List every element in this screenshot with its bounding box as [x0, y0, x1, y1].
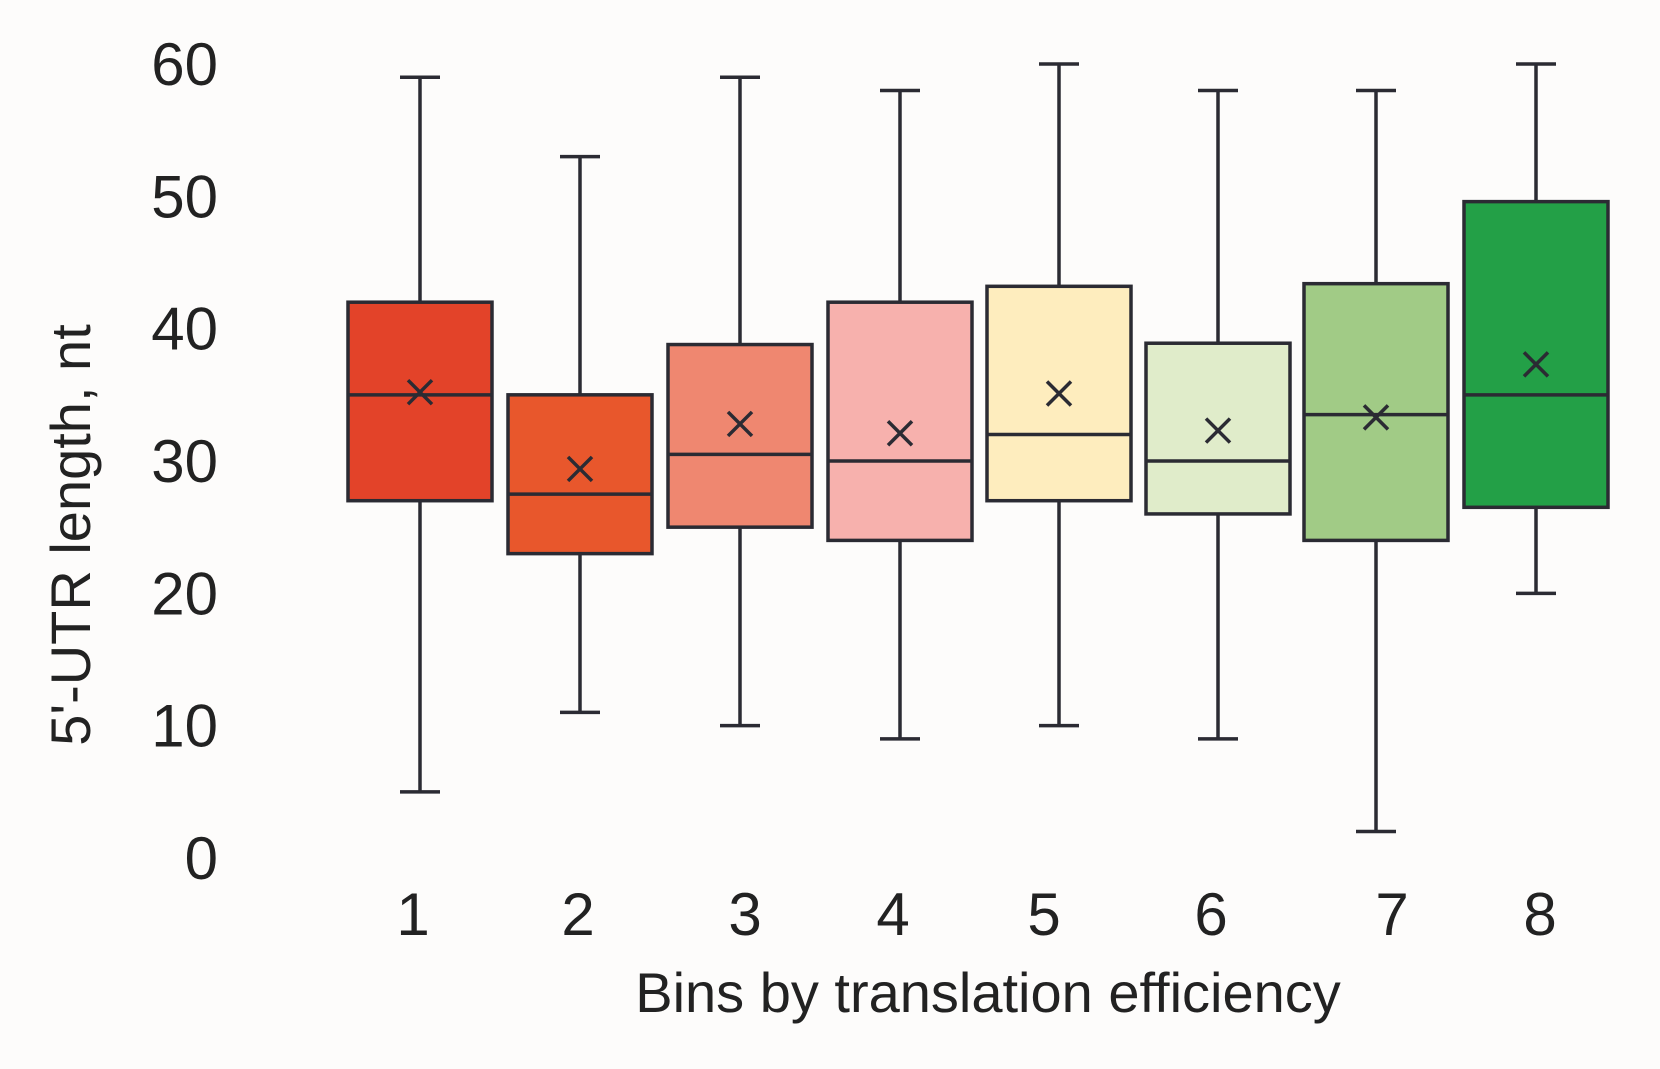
x-tick-label: 2	[561, 881, 594, 948]
box-group	[346, 75, 494, 794]
box-group	[666, 75, 814, 728]
y-tick-label: 60	[151, 31, 218, 98]
y-axis-label: 5'-UTR length, nt	[39, 324, 102, 746]
x-axis-label: Bins by translation efficiency	[635, 961, 1341, 1024]
y-axis-ticks: 0 10 20 30 40 50 60	[151, 31, 218, 892]
box-group	[985, 62, 1133, 728]
mean-marker	[1204, 417, 1232, 444]
x-tick-label: 5	[1027, 881, 1060, 948]
x-tick-label: 7	[1375, 881, 1408, 948]
box-group	[1144, 88, 1292, 741]
x-tick-label: 6	[1194, 881, 1227, 948]
x-tick-label: 1	[396, 881, 429, 948]
mean-marker	[1045, 380, 1073, 407]
y-tick-label: 40	[151, 296, 218, 363]
box-group	[506, 154, 654, 715]
mean-marker	[1522, 351, 1550, 378]
box-group	[1302, 88, 1450, 834]
mean-marker	[1362, 404, 1390, 431]
x-tick-label: 3	[728, 881, 761, 948]
x-tick-label: 8	[1523, 881, 1556, 948]
x-axis-ticks: 1 2 3 4 5 6 7 8	[396, 881, 1556, 948]
y-tick-label: 0	[185, 825, 218, 892]
mean-marker	[886, 419, 914, 447]
iqr-box	[1302, 281, 1450, 543]
box-series	[346, 62, 1610, 834]
x-tick-label: 4	[876, 881, 909, 948]
box-group	[1462, 62, 1610, 596]
y-tick-label: 20	[151, 560, 218, 627]
iqr-box	[666, 342, 814, 529]
iqr-box	[506, 393, 654, 556]
mean-marker	[406, 378, 434, 406]
iqr-box	[346, 300, 494, 503]
iqr-box	[1462, 199, 1610, 510]
y-tick-label: 50	[151, 163, 218, 230]
mean-marker	[566, 455, 594, 483]
mean-marker	[726, 410, 754, 438]
box-group	[826, 88, 974, 741]
iqr-box	[826, 300, 974, 543]
y-tick-label: 10	[151, 693, 218, 760]
y-tick-label: 30	[151, 428, 218, 495]
